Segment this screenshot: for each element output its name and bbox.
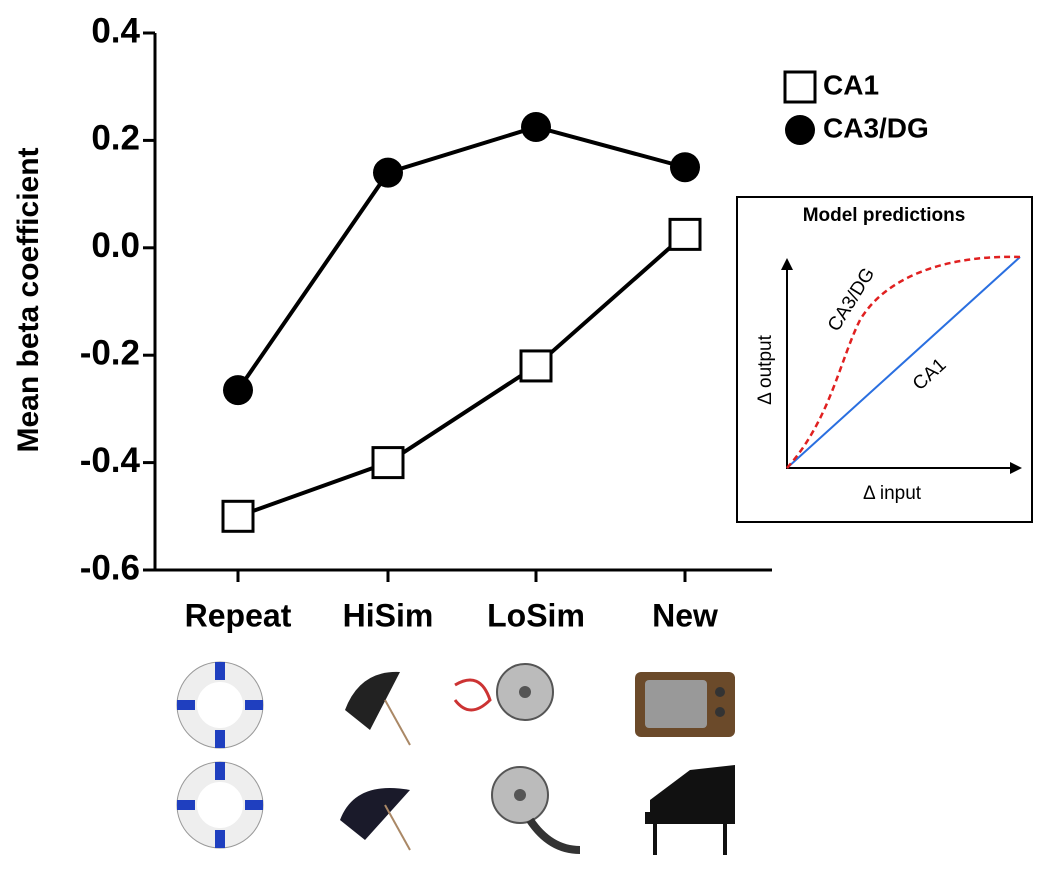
ca1-curve xyxy=(786,256,1021,469)
umbrella xyxy=(345,671,411,746)
data-point xyxy=(373,157,403,188)
y-tick-label: -0.4 xyxy=(80,441,141,480)
y-tick-label: -0.2 xyxy=(80,333,140,372)
y-axis-label: Mean beta coefficient xyxy=(12,147,45,452)
inset-frame xyxy=(736,196,1033,523)
arrow-head xyxy=(781,258,793,270)
x-tick-label: New xyxy=(652,597,718,633)
x-tick-label: LoSim xyxy=(487,597,585,633)
x-tick-label: Repeat xyxy=(185,597,292,633)
x-tick-label: HiSim xyxy=(343,597,434,633)
legend-marker xyxy=(783,70,817,104)
inset-y-label: Δ output xyxy=(755,334,776,404)
series-line xyxy=(237,232,687,519)
data-point xyxy=(521,111,551,142)
data-point xyxy=(670,152,700,183)
legend-marker xyxy=(785,115,815,145)
ca3-curve xyxy=(786,255,1021,469)
y-tick-label: 0.2 xyxy=(91,119,140,158)
data-point xyxy=(223,375,253,406)
data-point xyxy=(221,499,255,533)
umbrella xyxy=(340,788,411,851)
data-point xyxy=(668,217,702,251)
life-ring xyxy=(176,761,264,849)
television xyxy=(635,672,735,737)
arrow-head xyxy=(1010,462,1022,474)
y-tick-label: 0.4 xyxy=(91,11,140,50)
legend-label: CA3/DG xyxy=(823,112,929,143)
legend-label: CA1 xyxy=(823,69,879,100)
inset: Model predictions CA3/DG CA1 Δ output Δ … xyxy=(736,196,1033,523)
y-tick-label: -0.6 xyxy=(80,548,140,587)
inset-x-label: Δ input xyxy=(863,483,922,504)
inset-title: Model predictions xyxy=(803,205,966,226)
series-line xyxy=(236,124,686,392)
film-reel xyxy=(491,766,581,854)
y-tick-label: 0.0 xyxy=(91,226,140,265)
film-reel xyxy=(453,663,554,721)
data-point xyxy=(519,349,553,383)
data-point xyxy=(371,446,405,480)
piano xyxy=(645,765,735,855)
stimulus-images xyxy=(176,661,735,855)
life-ring xyxy=(176,661,264,749)
